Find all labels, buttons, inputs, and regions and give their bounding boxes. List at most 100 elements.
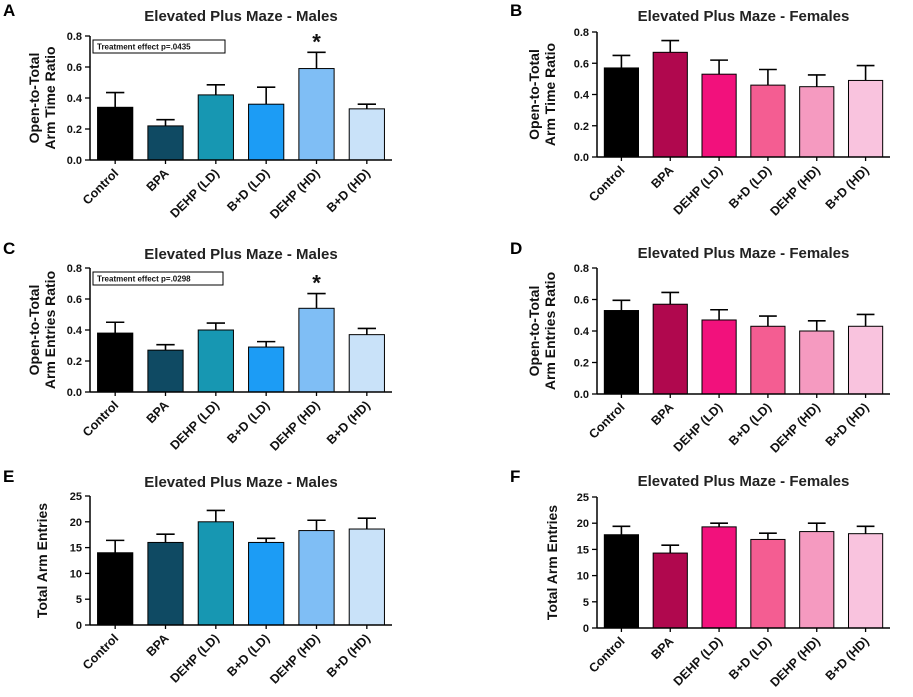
x-tick-label: BPA xyxy=(144,166,172,194)
panel-C: C Elevated Plus Maze - Males Open-to-Total… xyxy=(3,239,392,454)
y-axis-label: Open-to-TotalArm Time Ratio xyxy=(26,46,58,149)
panel-E: E Elevated Plus Maze - Males Total Arm Ent… xyxy=(3,467,392,687)
y-axis-label-line: Total Arm Entries xyxy=(544,505,560,620)
bar xyxy=(701,73,737,158)
y-tick-label: 0.8 xyxy=(67,263,82,275)
bar xyxy=(701,319,737,395)
bar xyxy=(799,531,835,629)
x-tick-label: DEHP (HD) xyxy=(267,398,322,453)
x-tick-label: BPA xyxy=(648,400,676,428)
panel-letter: D xyxy=(510,239,522,258)
y-tick-label: 0.6 xyxy=(574,295,589,307)
bar xyxy=(652,51,688,158)
significance-marker: * xyxy=(312,271,321,296)
y-axis-label: Total Arm Entries xyxy=(544,505,560,620)
y-tick-label: 0.2 xyxy=(67,356,82,368)
x-tick-label: DEHP (LD) xyxy=(168,166,222,220)
bar xyxy=(603,67,640,158)
bar xyxy=(248,346,285,393)
x-tick-label: B+D (LD) xyxy=(726,634,774,682)
panel-letter: C xyxy=(3,239,15,258)
panel-letter: F xyxy=(510,467,520,486)
bar xyxy=(248,103,285,161)
x-tick-label: BPA xyxy=(648,163,676,191)
bar xyxy=(799,330,835,395)
significance-marker: * xyxy=(312,29,321,54)
y-tick-label: 0.2 xyxy=(67,124,82,136)
bar xyxy=(147,541,184,626)
bar xyxy=(147,349,184,393)
x-tick-label: BPA xyxy=(144,631,172,659)
bar xyxy=(652,552,688,629)
y-tick-label: 0 xyxy=(583,623,589,635)
bar xyxy=(348,334,385,393)
y-axis-label-line: Open-to-Total xyxy=(26,285,42,376)
bar xyxy=(348,528,385,626)
y-tick-label: 25 xyxy=(577,492,589,504)
bar xyxy=(197,329,234,393)
annotation-text: Treatment effect p=.0298 xyxy=(97,275,191,284)
x-tick-label: B+D (LD) xyxy=(726,163,774,211)
y-axis-label-line: Arm Time Ratio xyxy=(542,43,558,146)
chart-title: Elevated Plus Maze - Females xyxy=(638,245,850,262)
x-tick-label: BPA xyxy=(144,398,172,426)
bar xyxy=(603,310,640,395)
y-tick-label: 0.8 xyxy=(67,31,82,43)
y-tick-label: 15 xyxy=(70,543,82,555)
panel-F: F Elevated Plus Maze - Females Total Arm E… xyxy=(510,467,890,690)
y-axis-label-line: Open-to-Total xyxy=(26,53,42,144)
chart-title: Elevated Plus Maze - Males xyxy=(144,8,337,25)
y-tick-label: 10 xyxy=(70,568,82,580)
x-tick-label: B+D (HD) xyxy=(823,634,872,683)
y-tick-label: 0 xyxy=(76,620,82,632)
bar xyxy=(750,325,786,395)
y-tick-label: 5 xyxy=(583,597,589,609)
y-axis-label-line: Arm Entries Ratio xyxy=(42,271,58,389)
y-axis-label: Open-to-TotalArm Time Ratio xyxy=(526,43,558,146)
x-tick-label: B+D (HD) xyxy=(324,166,373,215)
y-axis-label-line: Open-to-Total xyxy=(526,49,542,140)
y-axis-label-line: Total Arm Entries xyxy=(34,503,50,618)
x-tick-label: Control xyxy=(586,400,627,441)
bar xyxy=(197,94,234,161)
x-tick-label: Control xyxy=(80,398,121,439)
x-tick-label: B+D (LD) xyxy=(224,398,272,446)
x-tick-label: B+D (LD) xyxy=(224,166,272,214)
x-tick-label: DEHP (LD) xyxy=(671,400,725,454)
x-tick-label: DEHP (LD) xyxy=(671,163,725,217)
x-tick-label: DEHP (HD) xyxy=(267,631,322,686)
y-tick-label: 0.6 xyxy=(574,58,589,70)
bar xyxy=(750,538,786,629)
x-tick-label: DEHP (HD) xyxy=(267,166,322,221)
x-tick-label: B+D (HD) xyxy=(823,163,872,212)
chart-title: Elevated Plus Maze - Females xyxy=(638,473,850,490)
bar xyxy=(799,86,835,158)
y-tick-label: 0.6 xyxy=(67,62,82,74)
y-axis-label: Open-to-TotalArm Entries Ratio xyxy=(26,271,58,389)
chart-title: Elevated Plus Maze - Females xyxy=(638,8,850,25)
x-tick-label: BPA xyxy=(648,634,676,662)
y-tick-label: 15 xyxy=(577,544,589,556)
panel-B: B Elevated Plus Maze - Females Open-to-Tot… xyxy=(510,1,890,219)
x-tick-label: B+D (HD) xyxy=(823,400,872,449)
y-axis-label-line: Arm Time Ratio xyxy=(42,46,58,149)
y-axis-label-line: Arm Entries Ratio xyxy=(542,272,558,390)
y-tick-label: 0.6 xyxy=(67,294,82,306)
y-tick-label: 0.4 xyxy=(67,93,83,105)
bar xyxy=(147,125,184,161)
bar xyxy=(750,84,786,158)
y-tick-label: 0.4 xyxy=(67,325,83,337)
x-tick-label: DEHP (HD) xyxy=(767,400,822,455)
y-tick-label: 0.2 xyxy=(574,358,589,370)
y-tick-label: 10 xyxy=(577,571,589,583)
bar xyxy=(197,521,234,626)
x-tick-label: DEHP (LD) xyxy=(168,631,222,685)
bar xyxy=(298,307,335,393)
bar xyxy=(298,530,335,626)
panel-D: D Elevated Plus Maze - Females Open-to-Tot… xyxy=(510,239,890,456)
bar xyxy=(97,106,134,161)
x-tick-label: B+D (LD) xyxy=(726,400,774,448)
bar xyxy=(847,325,884,395)
bar xyxy=(652,303,688,395)
